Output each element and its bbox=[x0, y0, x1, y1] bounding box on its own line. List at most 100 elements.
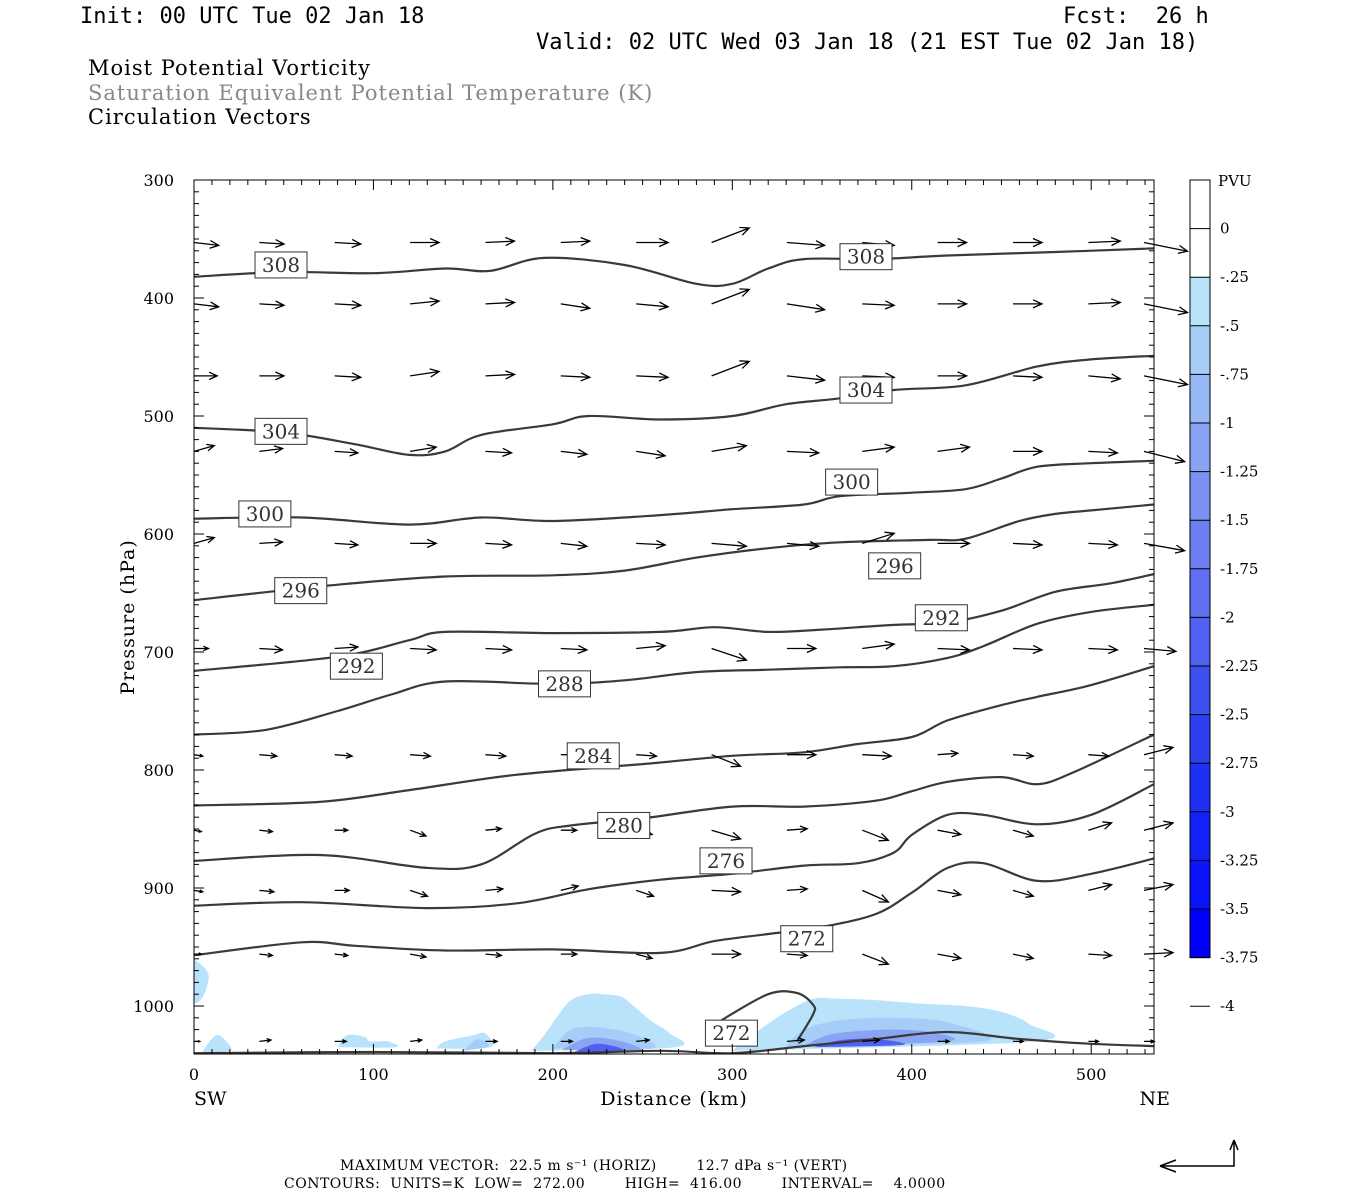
circulation-vector bbox=[1143, 881, 1175, 892]
circulation-vector bbox=[259, 371, 286, 381]
y-tick-label: 700 bbox=[143, 643, 174, 662]
circulation-vector bbox=[485, 236, 517, 247]
circulation-vector bbox=[937, 538, 972, 549]
circulation-vector bbox=[1088, 950, 1114, 960]
contour-label-layer: 308 308 304 304 300 300 296 296 292 292 288 284 280 2… bbox=[238, 243, 968, 1047]
circulation-vector bbox=[636, 641, 667, 652]
x-tick-label: 0 bbox=[189, 1065, 199, 1084]
circulation-vector bbox=[1088, 373, 1122, 383]
circulation-vector bbox=[193, 239, 221, 249]
pv-shading-layer bbox=[194, 958, 1056, 1054]
contour-label-frame bbox=[538, 670, 592, 698]
circulation-vector bbox=[334, 827, 350, 833]
forecast-hour-label: Fcst: 26 h bbox=[1063, 4, 1209, 29]
circulation-vector bbox=[193, 889, 205, 894]
y-tick-label: 800 bbox=[143, 761, 174, 780]
pv-area bbox=[813, 1038, 906, 1048]
circulation-vector bbox=[937, 952, 963, 962]
circulation-vector bbox=[485, 644, 514, 655]
circulation-vector bbox=[1143, 745, 1175, 756]
circulation-vector bbox=[937, 1039, 951, 1044]
theta-es-contour-308 bbox=[194, 247, 1154, 288]
circulation-vector bbox=[862, 640, 896, 650]
contour-label-box: 296 bbox=[868, 552, 922, 580]
circulation-vector bbox=[410, 644, 438, 655]
circulation-vector bbox=[937, 828, 963, 838]
circulation-vector bbox=[1013, 237, 1044, 248]
circulation-vector bbox=[1012, 889, 1035, 898]
x-tick-label: 400 bbox=[896, 1065, 927, 1084]
contour-label-frame bbox=[597, 811, 651, 839]
circulation-vector bbox=[259, 445, 285, 454]
circulation-vector bbox=[1088, 236, 1122, 247]
circulation-vector bbox=[560, 540, 589, 551]
colorbar-label: -1.75 bbox=[1220, 560, 1258, 578]
circulation-vector bbox=[1012, 751, 1035, 760]
x-tick-label: 300 bbox=[717, 1065, 748, 1084]
y-tick-label: 600 bbox=[143, 525, 174, 544]
circulation-vector bbox=[259, 752, 279, 759]
circulation-vector bbox=[259, 239, 286, 249]
contour-label-box: 280 bbox=[597, 811, 651, 839]
circulation-vector bbox=[259, 888, 276, 895]
circulation-vector bbox=[786, 303, 827, 313]
contour-label-text: 300 bbox=[833, 470, 871, 494]
circulation-vector bbox=[711, 886, 743, 897]
plot-frame bbox=[193, 179, 1155, 1055]
contour-label-frame bbox=[566, 742, 620, 770]
valid-time-label: Valid: 02 UTC Wed 03 Jan 18 (21 EST Tue … bbox=[536, 30, 1199, 55]
circulation-vector bbox=[862, 300, 896, 310]
circulation-vector bbox=[786, 1037, 806, 1044]
circulation-vector bbox=[410, 1037, 424, 1043]
circulation-vector bbox=[1143, 645, 1178, 656]
circulation-vector bbox=[786, 447, 821, 458]
circulation-vector bbox=[862, 953, 890, 966]
theta-es-contour-284 bbox=[194, 665, 1154, 807]
circulation-vector bbox=[937, 237, 969, 248]
theta-es-contour-292 bbox=[194, 573, 1154, 672]
contour-label-text: 292 bbox=[337, 654, 375, 678]
circulation-vector bbox=[485, 447, 514, 458]
circulation-vector bbox=[636, 372, 670, 382]
circulation-vector bbox=[711, 360, 751, 377]
y-tick-label: 500 bbox=[143, 407, 174, 426]
contour-label-text: 296 bbox=[282, 579, 320, 603]
colorbar-swatch bbox=[1190, 714, 1210, 764]
contour-label-text: 308 bbox=[847, 245, 885, 269]
circulation-vector bbox=[1012, 829, 1035, 838]
colorbar-swatch bbox=[1190, 325, 1210, 375]
circulation-vector bbox=[485, 951, 503, 959]
pv-area bbox=[574, 1043, 626, 1052]
x-axis-title: Distance (km) bbox=[600, 1088, 748, 1110]
pv-area bbox=[337, 1034, 398, 1048]
circulation-vector bbox=[862, 829, 890, 842]
circulation-vector bbox=[410, 751, 432, 760]
circulation-vector bbox=[1088, 539, 1119, 550]
theta-es-contour-276 bbox=[194, 783, 1154, 910]
colorbar-swatch bbox=[1190, 180, 1210, 229]
circulation-vector bbox=[786, 951, 809, 959]
x-tick-label: 200 bbox=[538, 1065, 569, 1084]
circulation-vector bbox=[560, 827, 579, 834]
colorbar-swatch bbox=[1190, 374, 1210, 423]
colorbar-swatch bbox=[1190, 228, 1210, 278]
colorbar-label: -2 bbox=[1220, 608, 1235, 626]
contour-label-text: 296 bbox=[876, 554, 914, 578]
circulation-vector bbox=[409, 952, 428, 960]
circulation-vector bbox=[786, 750, 818, 760]
circulation-vector bbox=[560, 1039, 574, 1044]
circulation-vector bbox=[560, 372, 592, 382]
max-vector-note: MAXIMUM VECTOR: 22.5 m s⁻¹ (HORIZ) 12.7 … bbox=[340, 1158, 848, 1174]
circulation-vector bbox=[259, 952, 274, 958]
circulation-vector bbox=[334, 1039, 348, 1044]
circulation-vector bbox=[259, 1037, 273, 1043]
circulation-vector bbox=[862, 1037, 882, 1044]
circulation-vector bbox=[259, 300, 286, 310]
vector-layer bbox=[193, 226, 1190, 1044]
circulation-vector bbox=[1143, 542, 1187, 554]
circulation-vector bbox=[711, 442, 748, 453]
contour-label-box: 304 bbox=[839, 376, 893, 404]
circulation-vector bbox=[636, 1037, 651, 1044]
circulation-vector bbox=[1013, 446, 1044, 457]
circulation-vector bbox=[193, 443, 216, 453]
